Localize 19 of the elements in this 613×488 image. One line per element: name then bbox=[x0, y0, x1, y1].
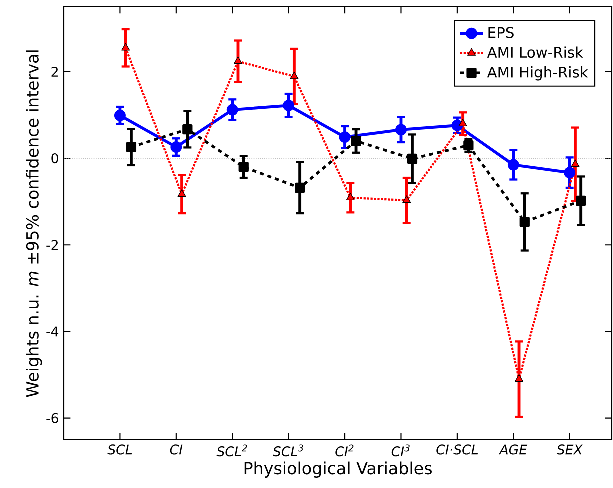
x-tick-label: CI·SCL bbox=[436, 444, 478, 455]
x-tick-label: SCL$^{3}$ bbox=[273, 444, 304, 457]
legend-label: AMI High-Risk bbox=[487, 66, 588, 81]
x-tick-label: CI$^{2}$ bbox=[336, 444, 354, 457]
y-tick-label: 2 bbox=[52, 66, 58, 77]
y-tick-label: -2 bbox=[46, 240, 58, 250]
y-tick-label: 0 bbox=[52, 153, 58, 164]
y-tick-label: -4 bbox=[46, 326, 59, 337]
x-axis-title: Physiological Variables bbox=[244, 462, 432, 478]
x-tick-label: SCL bbox=[108, 444, 132, 455]
x-tick-label: SEX bbox=[556, 444, 584, 455]
y-tick-label: -6 bbox=[46, 413, 58, 424]
legend-label: EPS bbox=[488, 27, 514, 38]
x-tick-label: SCL$^{2}$ bbox=[216, 444, 248, 457]
x-tick-label: AGE bbox=[498, 444, 528, 455]
x-tick-label: CI$^{3}$ bbox=[392, 444, 410, 457]
legend-label: AMI Low-Risk bbox=[487, 46, 584, 58]
x-tick-label: CI bbox=[170, 444, 183, 455]
y-axis-title: Weights n.u. m ±95% confidence interval bbox=[26, 50, 42, 398]
